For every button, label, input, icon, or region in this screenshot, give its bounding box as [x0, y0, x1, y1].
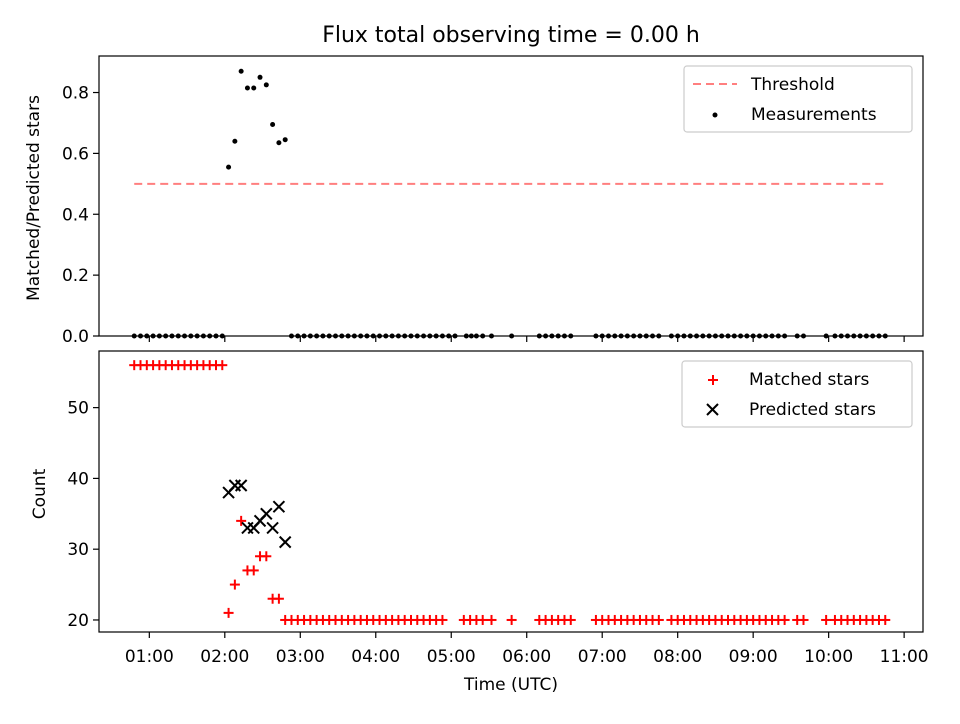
top-plot-frame: [98, 55, 924, 337]
measurement-point: [282, 137, 288, 143]
chart-title: Flux total observing time = 0.00 h: [322, 23, 700, 48]
legend-measurements-label: Measurements: [751, 105, 877, 125]
matched-star-point: [223, 607, 234, 618]
matched-star-point: [779, 614, 790, 625]
bottom-y-tick-label: 50: [67, 399, 89, 419]
x-tick-label: 11:00: [880, 647, 929, 667]
matched-star-point: [653, 614, 664, 625]
x-tick-label: 04:00: [351, 647, 400, 667]
measurement-point: [251, 85, 257, 91]
measurement-point: [244, 85, 250, 91]
matched-star-point: [821, 614, 832, 625]
bottom-y-tick-label: 30: [67, 540, 89, 560]
matched-star-point: [506, 614, 517, 625]
legend-bottom: Matched stars Predicted stars: [681, 360, 913, 428]
matched-star-point: [565, 614, 576, 625]
predicted-star-point: [278, 535, 292, 549]
measurement-point: [238, 68, 244, 74]
top-y-axis-label: Matched/Predicted stars: [24, 95, 44, 301]
predicted-star-point: [234, 479, 248, 492]
bottom-y-tick-label: 20: [67, 611, 89, 631]
x-tick-label: 01:00: [125, 647, 174, 667]
top-y-tick-label: 0.2: [62, 266, 89, 286]
bottom-y-tick-label: 40: [67, 469, 89, 489]
top-y-tick-label: 0.4: [62, 205, 89, 225]
matched-star-point: [229, 579, 240, 590]
x-axis-label: Time (UTC): [463, 675, 558, 695]
measurement-point: [270, 121, 276, 127]
legend-measurements-swatch: [712, 112, 718, 118]
legend-threshold-label: Threshold: [750, 75, 835, 95]
x-tick-label: 05:00: [427, 647, 476, 667]
matched-star-point: [273, 593, 284, 604]
bottom-panel: 20 30 40 50 01:00 02:00 03:00 04:00 05:00 06:00 07…: [67, 350, 929, 667]
x-tick-label: 10:00: [804, 647, 853, 667]
matched-star-point: [217, 360, 228, 371]
measurement-point: [257, 74, 263, 80]
matched-star-point: [437, 614, 448, 625]
measurement-point: [276, 140, 282, 146]
predicted-star-point: [260, 507, 273, 521]
top-y-tick-label: 0.6: [62, 144, 89, 164]
matched-star-point: [248, 565, 259, 576]
x-tick-label: 09:00: [729, 647, 778, 667]
x-tick-label: 06:00: [502, 647, 551, 667]
legend-predicted-swatch: [706, 403, 719, 416]
x-tick-label: 08:00: [653, 647, 702, 667]
measurement-point: [263, 82, 269, 88]
top-panel: 0.0 0.2 0.4 0.6 0.8: [62, 55, 924, 347]
top-y-tick-label: 0.8: [62, 84, 89, 104]
matched-star-point: [236, 515, 247, 526]
matched-star-point: [798, 614, 809, 625]
legend-top: Threshold Measurements: [683, 65, 913, 133]
x-tick-label: 03:00: [276, 647, 325, 667]
predicted-star-point: [272, 500, 286, 513]
matched-star-point: [486, 614, 497, 625]
bottom-plot-frame: [98, 350, 924, 633]
x-tick-label: 07:00: [578, 647, 627, 667]
legend-matched-label: Matched stars: [749, 370, 869, 390]
x-tick-label: 02:00: [200, 647, 249, 667]
top-y-tick-label: 0.0: [62, 327, 89, 347]
legend-predicted-label: Predicted stars: [749, 400, 876, 420]
measurement-point: [232, 138, 238, 144]
legend-matched-swatch: [708, 375, 718, 385]
matched-star-point: [261, 551, 272, 562]
measurement-point: [226, 164, 232, 170]
matched-star-point: [880, 614, 891, 625]
bottom-y-axis-label: Count: [30, 468, 50, 519]
matched-star-point: [477, 614, 488, 625]
predicted-star-point: [266, 521, 279, 535]
